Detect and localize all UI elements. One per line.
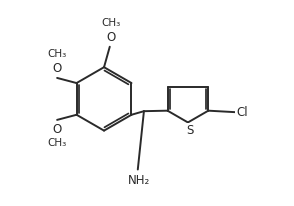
Text: CH₃: CH₃ xyxy=(48,138,67,148)
Text: NH₂: NH₂ xyxy=(128,174,150,187)
Text: O: O xyxy=(106,31,116,44)
Text: O: O xyxy=(53,123,62,136)
Text: CH₃: CH₃ xyxy=(101,18,121,28)
Text: S: S xyxy=(186,124,194,137)
Text: Cl: Cl xyxy=(236,106,248,119)
Text: O: O xyxy=(53,62,62,75)
Text: CH₃: CH₃ xyxy=(48,49,67,59)
